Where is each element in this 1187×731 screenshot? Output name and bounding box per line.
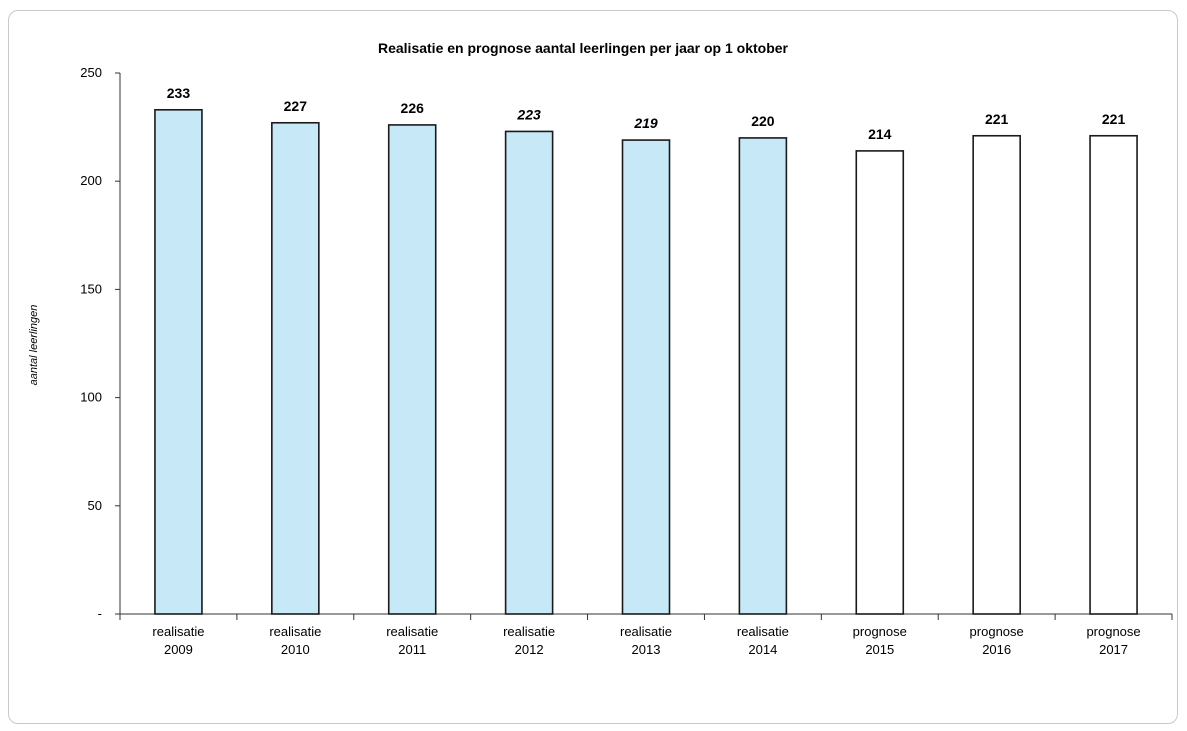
x-tick-label-year: 2012: [515, 642, 544, 657]
y-tick-label: -: [98, 606, 102, 621]
y-tick-label: 50: [88, 498, 102, 513]
x-tick-label-year: 2016: [982, 642, 1011, 657]
x-tick-label-year: 2017: [1099, 642, 1128, 657]
y-axis-label: aantal leerlingen: [28, 305, 40, 386]
x-tick-label-year: 2010: [281, 642, 310, 657]
y-tick-label: 200: [80, 173, 102, 188]
bar: [738, 137, 788, 615]
x-tick-label: prognose: [1086, 624, 1140, 639]
y-tick-label: 150: [80, 281, 102, 296]
bar-value-label: 221: [1102, 111, 1126, 127]
bar: [387, 124, 437, 615]
x-tick-label-year: 2009: [164, 642, 193, 657]
bar: [621, 139, 671, 615]
x-tick-label-year: 2015: [865, 642, 894, 657]
x-tick-label: realisatie: [269, 624, 321, 639]
bar-value-label: 226: [401, 100, 425, 116]
x-tick-label: realisatie: [737, 624, 789, 639]
bar: [1089, 134, 1138, 615]
y-tick-label: 250: [80, 65, 102, 80]
x-tick-label-year: 2011: [398, 642, 426, 657]
bar-value-label: 227: [284, 98, 308, 114]
y-tick-label: 100: [80, 390, 102, 405]
bar-value-label: 233: [167, 85, 191, 101]
x-tick-label: realisatie: [620, 624, 672, 639]
bar: [504, 130, 554, 615]
x-tick-label: realisatie: [386, 624, 438, 639]
bar: [972, 134, 1021, 615]
x-tick-label: prognose: [853, 624, 907, 639]
x-tick-label: realisatie: [152, 624, 204, 639]
x-tick-label: realisatie: [503, 624, 555, 639]
bar-value-label: 221: [985, 111, 1009, 127]
bars-group: 233 realisatie 2009 227 realisatie 2010 226 rea…: [152, 85, 1140, 657]
chart-title: Realisatie en prognose aantal leerlingen…: [378, 40, 789, 56]
x-tick-label-year: 2013: [632, 642, 661, 657]
bar-value-label: 214: [868, 126, 892, 142]
bar: [271, 121, 320, 615]
bar: [855, 150, 905, 615]
x-tick-label: prognose: [970, 624, 1024, 639]
bar-value-label: 220: [751, 113, 775, 129]
bar-value-label: 219: [633, 115, 658, 131]
bar: [154, 108, 203, 615]
x-tick-label-year: 2014: [748, 642, 777, 657]
bar-value-label: 223: [516, 106, 541, 122]
